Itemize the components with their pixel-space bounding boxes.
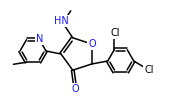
Text: O: O (88, 39, 96, 49)
Text: HN: HN (54, 16, 69, 26)
Text: Cl: Cl (110, 28, 120, 38)
Text: O: O (72, 84, 80, 94)
Text: Cl: Cl (144, 65, 153, 75)
Text: N: N (36, 34, 43, 44)
